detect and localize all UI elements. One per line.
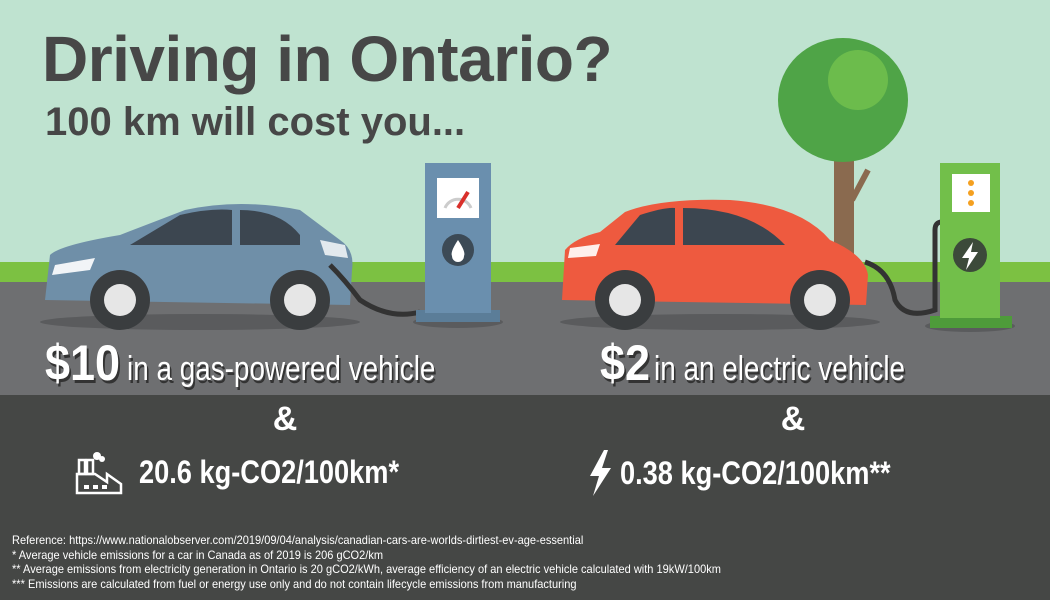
footer-band — [0, 395, 1050, 600]
tree-illustration — [778, 38, 908, 260]
gas-emissions: 20.6 kg-CO2/100km* — [75, 450, 445, 495]
gas-car-illustration — [40, 204, 421, 330]
ev-emissions-value: 0.38 kg-CO2/100km** — [620, 454, 891, 491]
footnote: *** Emissions are calculated from fuel o… — [12, 576, 577, 591]
footnote: * Average vehicle emissions for a car in… — [12, 547, 384, 562]
gas-cost-value: $10 — [45, 335, 121, 391]
lightning-bolt-icon — [590, 450, 611, 496]
footnotes: Reference: https://www.nationalobserver.… — [12, 533, 783, 591]
ev-emissions: 0.38 kg-CO2/100km** — [588, 450, 938, 496]
factory-icon — [75, 452, 123, 495]
gas-ampersand: & — [272, 400, 298, 438]
page-subtitle: 100 km will cost you... — [45, 100, 466, 144]
gas-cost: $10 in a gas-powered vehicle — [45, 334, 503, 392]
electric-car-illustration — [560, 199, 943, 330]
ev-cost-label: in an electric vehicle — [654, 350, 906, 388]
footnote: ** Average emissions from electricity ge… — [12, 562, 721, 576]
gas-pump-illustration — [413, 163, 503, 328]
ev-charger-illustration — [925, 163, 1015, 332]
ev-cost-value: $2 — [600, 335, 651, 391]
ev-cost: $2 in an electric vehicle — [600, 334, 960, 392]
ev-ampersand: & — [780, 400, 806, 438]
page-title: Driving in Ontario? — [42, 23, 613, 95]
reference-note: Reference: https://www.nationalobserver.… — [12, 533, 584, 547]
illustration — [40, 38, 1015, 332]
gas-cost-label: in a gas-powered vehicle — [126, 350, 436, 388]
gas-emissions-value: 20.6 kg-CO2/100km* — [139, 454, 400, 490]
